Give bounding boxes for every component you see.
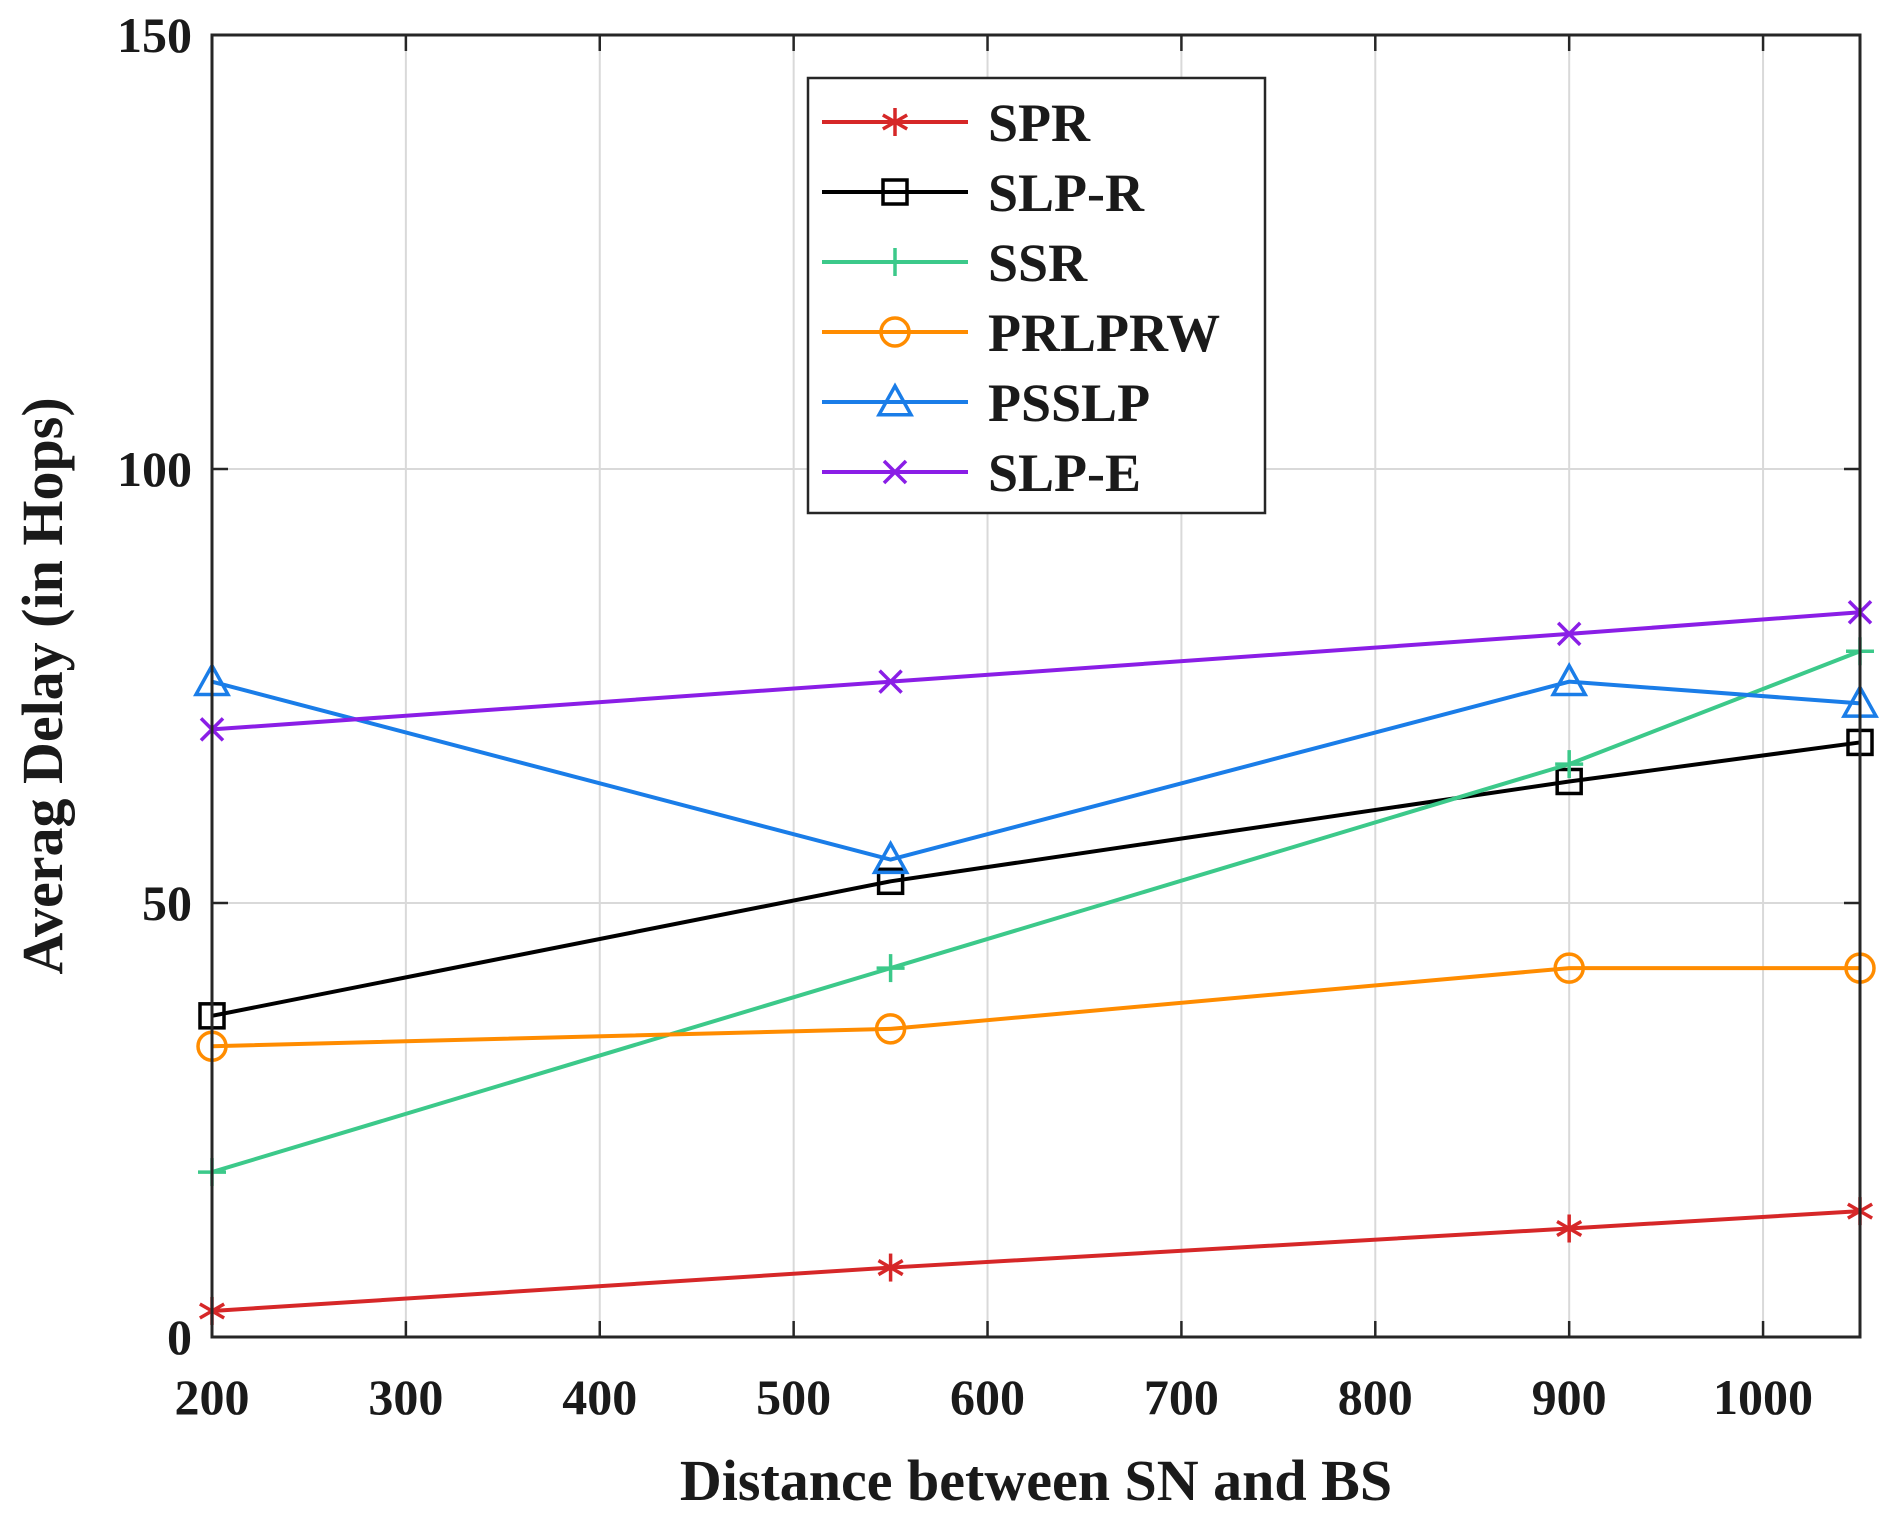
legend-item-slp-e: SLP-E <box>822 443 1141 503</box>
legend-item-spr: SPR <box>822 93 1091 153</box>
data-point-spr <box>877 1253 904 1282</box>
legend-label: PSSLP <box>988 373 1150 433</box>
x-axis-title: Distance between SN and BS <box>680 1448 1392 1513</box>
series-psslp <box>193 662 1879 875</box>
grid-lines <box>212 35 1860 1337</box>
data-point-legend-spr <box>882 108 908 136</box>
data-point-psslp <box>871 839 910 875</box>
data-point-spr <box>1556 1214 1583 1243</box>
series-line-prlprw <box>211 966 1860 1049</box>
data-point-psslp <box>1550 662 1589 697</box>
axis-ticks: 200 300 400 500 600 700 800 900 1000 0 50 100 150 <box>117 7 1860 1425</box>
y-tick-label: 150 <box>117 7 192 63</box>
data-point-legend-slp-e <box>882 459 908 485</box>
series-slp-e <box>199 599 1873 742</box>
y-axis-title: Averag Delay (in Hops) <box>10 397 75 974</box>
x-tick-label: 200 <box>175 1369 250 1425</box>
series-line-slp-e <box>211 610 1861 732</box>
series-line-psslp <box>211 679 1861 862</box>
series-spr <box>199 1197 1873 1325</box>
legend-item-psslp: PSSLP <box>822 373 1150 433</box>
data-point-ssr <box>1555 750 1584 779</box>
data-point-legend-ssr <box>881 248 909 276</box>
legend-label: SLP-R <box>988 163 1145 223</box>
series-line-ssr <box>211 649 1861 1174</box>
legend-item-prlprw: PRLPRW <box>822 303 1220 363</box>
series-lines <box>193 599 1879 1325</box>
series-line-slp-r <box>211 740 1861 1018</box>
series-slp-r <box>198 728 1874 1030</box>
data-point-slp-e <box>1556 621 1582 647</box>
series-line-spr <box>211 1209 1861 1313</box>
x-tick-label: 1000 <box>1713 1369 1813 1425</box>
legend-item-ssr: SSR <box>822 233 1088 293</box>
data-point-slp-e <box>878 669 903 694</box>
x-tick-label: 600 <box>950 1369 1025 1425</box>
y-tick-label: 100 <box>117 441 192 497</box>
data-point-legend-prlprw <box>879 316 911 348</box>
x-tick-label: 300 <box>368 1369 443 1425</box>
x-tick-label: 700 <box>1144 1369 1219 1425</box>
legend: SPR SLP-R SSR PRLPRW PSSLP SLP-E <box>806 76 1267 515</box>
data-point-ssr <box>876 954 905 983</box>
legend-item-slp-r: SLP-R <box>822 163 1145 223</box>
legend-entries: SPR SLP-R SSR PRLPRW PSSLP SLP-E <box>822 93 1220 503</box>
legend-box <box>806 76 1267 515</box>
data-point-legend-slp-r <box>881 178 909 206</box>
x-tick-label: 400 <box>562 1369 637 1425</box>
y-tick-label: 50 <box>142 875 192 931</box>
legend-label: SPR <box>988 93 1091 153</box>
legend-label: PRLPRW <box>988 303 1220 363</box>
data-point-slp-r <box>876 867 905 896</box>
y-tick-label: 0 <box>167 1309 192 1365</box>
x-tick-label: 500 <box>756 1369 831 1425</box>
legend-label: SLP-E <box>988 443 1141 503</box>
x-tick-label: 800 <box>1338 1369 1413 1425</box>
x-tick-label: 900 <box>1532 1369 1607 1425</box>
legend-label: SSR <box>988 233 1088 293</box>
data-point-prlprw <box>1553 952 1585 984</box>
series-ssr <box>198 637 1874 1187</box>
plot-frame <box>210 33 1862 1339</box>
data-point-legend-psslp <box>876 382 914 417</box>
data-point-prlprw <box>874 1013 907 1045</box>
